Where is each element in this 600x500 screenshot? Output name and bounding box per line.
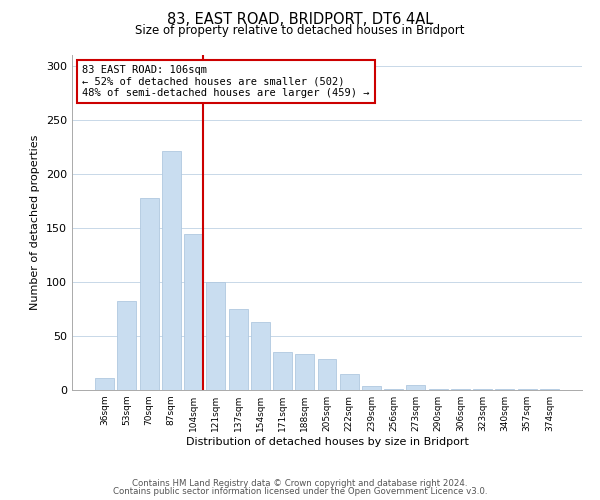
- Text: Contains public sector information licensed under the Open Government Licence v3: Contains public sector information licen…: [113, 487, 487, 496]
- Bar: [518, 389, 536, 390]
- Bar: [162, 151, 181, 390]
- Y-axis label: Number of detached properties: Number of detached properties: [31, 135, 40, 310]
- Text: Contains HM Land Registry data © Crown copyright and database right 2024.: Contains HM Land Registry data © Crown c…: [132, 478, 468, 488]
- Text: 83, EAST ROAD, BRIDPORT, DT6 4AL: 83, EAST ROAD, BRIDPORT, DT6 4AL: [167, 12, 433, 28]
- Bar: [384, 389, 403, 390]
- Text: Size of property relative to detached houses in Bridport: Size of property relative to detached ho…: [135, 24, 465, 37]
- Bar: [95, 378, 114, 390]
- Bar: [229, 309, 248, 390]
- Bar: [362, 386, 381, 390]
- Bar: [451, 389, 470, 390]
- Bar: [496, 389, 514, 390]
- Bar: [317, 358, 337, 390]
- Bar: [140, 198, 158, 390]
- X-axis label: Distribution of detached houses by size in Bridport: Distribution of detached houses by size …: [185, 437, 469, 447]
- Bar: [273, 352, 292, 390]
- Bar: [473, 389, 492, 390]
- Bar: [406, 384, 425, 390]
- Bar: [429, 389, 448, 390]
- Bar: [118, 302, 136, 390]
- Bar: [540, 389, 559, 390]
- Bar: [206, 282, 225, 390]
- Text: 83 EAST ROAD: 106sqm
← 52% of detached houses are smaller (502)
48% of semi-deta: 83 EAST ROAD: 106sqm ← 52% of detached h…: [82, 65, 370, 98]
- Bar: [184, 234, 203, 390]
- Bar: [295, 354, 314, 390]
- Bar: [340, 374, 359, 390]
- Bar: [251, 322, 270, 390]
